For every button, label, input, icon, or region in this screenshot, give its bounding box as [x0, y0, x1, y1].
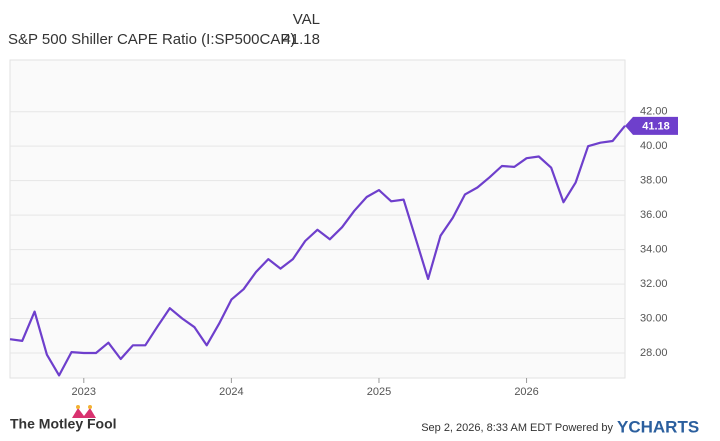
logo-text: The Motley Fool	[10, 416, 117, 432]
y-tick-label: 40.00	[640, 140, 668, 152]
logo-icon	[72, 405, 96, 418]
chart-title: S&P 500 Shiller CAPE Ratio (I:SP500CAP)	[8, 31, 295, 48]
y-tick-label: 42.00	[640, 106, 668, 118]
footer: Sep 2, 2026, 8:33 AM EDT Powered by	[421, 422, 613, 434]
plot-area	[9, 59, 626, 379]
x-tick-label: 2023	[72, 386, 96, 398]
y-tick-label: 38.00	[640, 175, 668, 187]
y-tick-label: 28.00	[640, 347, 668, 359]
x-tick-label: 2024	[219, 386, 243, 398]
x-tick-label: 2026	[514, 386, 538, 398]
y-tick-label: 32.00	[640, 278, 668, 290]
x-tick-label: 2025	[367, 386, 391, 398]
y-tick-label: 34.00	[640, 243, 668, 255]
brand: YCHARTS	[617, 417, 699, 436]
column-header: VAL	[293, 11, 320, 28]
y-tick-label: 30.00	[640, 312, 668, 324]
current-value: 41.18	[282, 31, 320, 48]
last-value-label: 41.18	[642, 121, 670, 133]
last-value-badge	[625, 116, 678, 135]
series-line	[9, 125, 626, 377]
y-tick-label: 36.00	[640, 209, 668, 221]
